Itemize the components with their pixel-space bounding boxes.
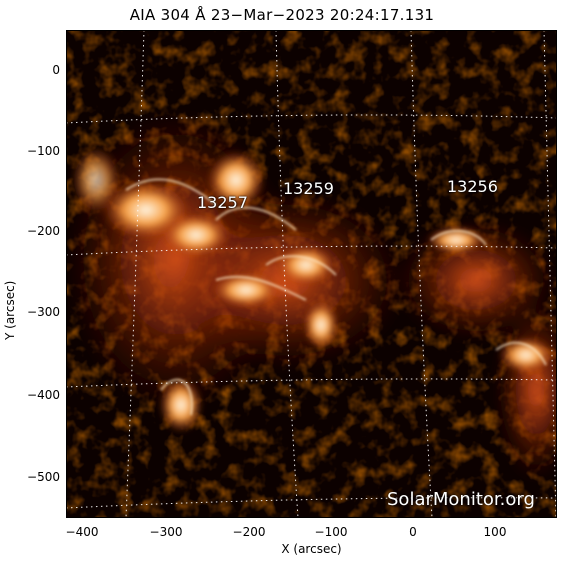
x-tick-label: 0 [409, 525, 417, 539]
active-region-label: 13256 [447, 177, 498, 196]
x-axis-label: X (arcsec) [281, 542, 342, 556]
x-tick-label: −100 [314, 525, 348, 539]
solar-image [66, 30, 557, 518]
x-tick-label: −300 [149, 525, 183, 539]
image-title: AIA 304 Å 23−Mar−2023 20:24:17.131 [129, 6, 435, 24]
y-axis-label-wrap: Y (arcsec) [3, 281, 17, 460]
y-tick-label: −400 [27, 388, 60, 402]
active-region-label: 13257 [197, 193, 248, 212]
y-tick-label: −100 [27, 144, 60, 158]
x-tick-label: −200 [232, 525, 266, 539]
watermark: SolarMonitor.org [387, 489, 535, 510]
y-tick-label: −500 [27, 470, 60, 484]
y-tick-label: −200 [27, 224, 60, 238]
heliographic-grid [66, 30, 557, 518]
bright-loops [125, 178, 547, 416]
x-tick-label: 100 [483, 525, 507, 539]
active-region-label: 13259 [283, 179, 334, 198]
y-tick-label: −300 [27, 305, 60, 319]
active-region-cores [71, 145, 554, 433]
y-tick-label: 0 [52, 63, 60, 77]
y-axis-label: Y (arcsec) [3, 280, 17, 340]
x-tick-label: −400 [65, 525, 99, 539]
